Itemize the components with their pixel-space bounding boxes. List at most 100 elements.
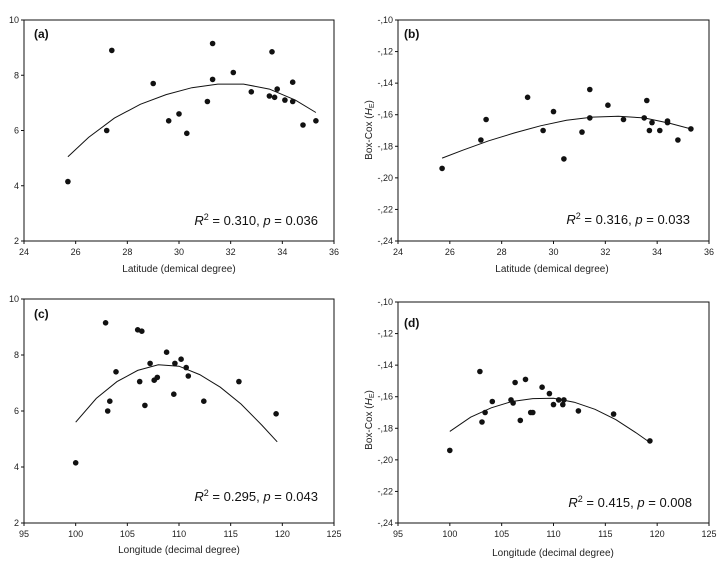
panel-letter: (b) [404,27,419,41]
y-tick-label: 6 [14,126,19,136]
y-tick-label: -,10 [377,15,393,25]
panel-a: (a) R2 = 0.310, p = 0.036 Latitude (demi… [9,15,339,275]
x-tick-label: 120 [650,529,665,539]
data-point [561,397,567,403]
x-tick-label: 26 [71,247,81,257]
data-point [282,97,288,103]
p-value: 0.008 [659,495,692,510]
x-tick-label: 115 [223,529,237,539]
data-point [512,379,518,386]
data-point [183,364,189,371]
data-point [230,69,237,76]
y-tick-label: -,16 [377,110,393,120]
data-point [104,408,111,414]
data-point [647,438,653,444]
data-point [688,126,694,132]
data-point [644,97,650,104]
x-tick-label: 36 [704,247,714,257]
x-tick-label: 32 [226,247,236,257]
data-point [675,137,681,143]
data-point [209,40,216,47]
data-point [266,93,273,99]
data-point [561,156,567,162]
x-tick-label: 105 [120,529,135,539]
data-point [300,122,306,128]
data-point [236,378,242,385]
data-point [273,411,279,417]
data-point [185,373,192,379]
data-point [184,130,190,137]
data-point [107,398,113,405]
r2-value: 0.415 [598,495,631,510]
x-tick-label: 115 [598,529,612,539]
y-tick-label: 8 [14,350,19,360]
data-point [641,115,647,121]
data-point [522,376,529,383]
y-tick-label: -,16 [377,392,393,402]
x-tick-label: 28 [122,247,132,257]
data-point [147,360,153,367]
y-tick-label: -,20 [377,173,393,183]
y-tick-label: -,24 [377,236,393,246]
fit-annotation: R2 = 0.310, p = 0.036 [194,212,318,228]
p-value: 0.033 [657,212,690,227]
r2-value: 0.310 [224,213,257,228]
data-point [201,398,207,405]
data-point [109,47,115,54]
x-tick-label: 120 [275,529,290,539]
x-tick-label: 32 [600,247,610,257]
data-point [489,398,496,405]
data-point [154,374,161,381]
data-point [163,349,170,356]
x-tick-label: 24 [19,247,29,257]
x-tick-label: 34 [652,247,662,257]
y-tick-label: 4 [14,462,19,472]
data-point [65,178,71,185]
fit-annotation: R2 = 0.295, p = 0.043 [194,488,318,504]
x-tick-label: 28 [497,247,507,257]
data-point [103,127,110,134]
quadratic-fit-line [75,364,278,443]
data-point [176,111,182,117]
y-tick-label: 6 [14,406,19,416]
y-axis-label: Box-Cox (HE) [364,390,376,450]
data-point [274,86,281,92]
data-point [165,118,172,124]
r2-value: 0.295 [224,489,257,504]
x-axis-label: Latitude (demical degree) [495,264,608,275]
data-point [587,115,593,121]
fit-annotation: R2 = 0.316, p = 0.033 [566,211,690,227]
data-point [560,401,566,408]
data-point [524,94,531,101]
y-tick-label: -,18 [377,423,393,433]
x-tick-label: 105 [494,529,509,539]
panel-letter: (d) [404,316,419,330]
y-tick-label: -,20 [377,455,393,465]
y-tick-label: 2 [14,236,19,246]
x-tick-label: 110 [172,529,186,539]
data-point [209,76,216,83]
x-tick-label: 100 [442,529,457,539]
data-point [172,360,178,367]
data-point [248,89,255,95]
data-point [269,49,275,55]
data-point [479,419,485,425]
data-point [510,400,516,406]
x-axis-label: Longitude (decimal degree) [492,548,614,559]
x-tick-label: 26 [445,247,455,257]
data-point [271,94,278,101]
x-tick-label: 30 [548,247,558,257]
data-point [142,402,148,409]
x-tick-label: 125 [701,529,716,539]
y-tick-label: 4 [14,181,19,191]
y-tick-label: -,18 [377,141,393,151]
data-point [136,378,143,385]
x-tick-label: 95 [19,529,29,539]
data-point [664,119,671,126]
plot-frame [23,19,335,242]
data-point [579,129,585,135]
y-tick-label: -,14 [377,78,393,88]
x-tick-label: 110 [546,529,560,539]
data-point [150,80,156,87]
